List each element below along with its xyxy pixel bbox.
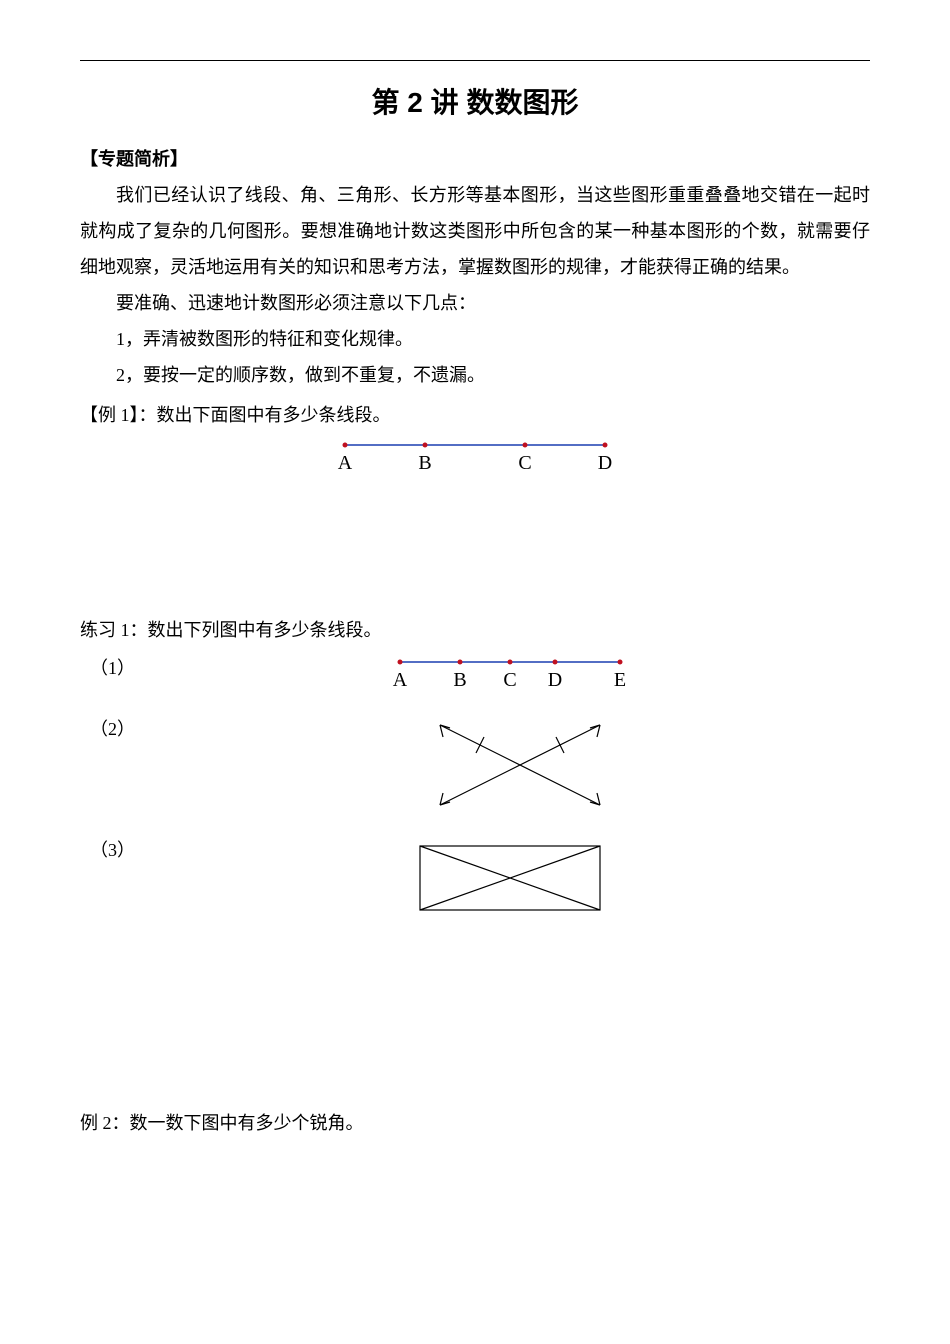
intro-paragraph-1: 我们已经认识了线段、角、三角形、长方形等基本图形，当这些图形重重叠叠地交错在一起… [80,177,870,285]
section-header: 【专题简析】 [80,145,870,171]
crossing-lines-figure [400,715,620,825]
svg-text:E: E [614,669,626,691]
svg-text:D: D [598,452,612,474]
example-1-text: 【例 1】：数出下面图中有多少条线段。 [80,397,870,433]
svg-text:A: A [338,452,353,474]
svg-text:C: C [518,452,531,474]
sub-label-3: （3） [80,836,150,862]
svg-text:A: A [393,669,408,691]
spacer [80,498,870,608]
practice-1-sub-3: （3） [80,836,870,925]
practice-1-sub-2: （2） [80,715,870,830]
example-1-figure: A B C D [80,437,870,492]
tip-item-2: 2，要按一定的顺序数，做到不重复，不遗漏。 [80,357,870,393]
line-segment-abcde: A B C D E [380,654,640,704]
svg-text:C: C [503,669,516,691]
example-2-text: 例 2：数一数下图中有多少个锐角。 [80,1105,870,1141]
sub-label-2: （2） [80,715,150,741]
intro-paragraph-2: 要准确、迅速地计数图形必须注意以下几点： [80,285,870,321]
top-rule [80,60,870,61]
page-title: 第 2 讲 数数图形 [80,81,870,121]
rectangle-diagonals-figure [410,836,610,920]
practice-1-text: 练习 1：数出下列图中有多少条线段。 [80,612,870,648]
svg-text:D: D [548,669,562,691]
spacer-2 [80,931,870,1101]
practice-1-sub-1: （1） A B C D E [80,654,870,709]
tip-item-1: 1，弄清被数图形的特征和变化规律。 [80,321,870,357]
line-segment-abcd: A B C D [325,437,625,487]
svg-text:B: B [453,669,466,691]
svg-text:B: B [418,452,431,474]
sub-label-1: （1） [80,654,150,680]
document-page: 第 2 讲 数数图形 【专题简析】 我们已经认识了线段、角、三角形、长方形等基本… [0,0,950,1344]
